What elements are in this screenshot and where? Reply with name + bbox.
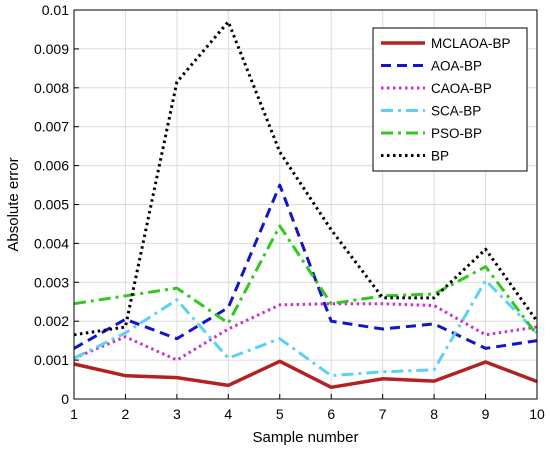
legend: MCLAOA-BP AOA-BP CAOA-BP SCA-BP PSO-BP BP [372,27,528,172]
series-lines [73,20,539,390]
x-tick-label: 9 [482,406,490,422]
x-tick-label: 7 [379,406,387,422]
y-tick-label: 0.007 [34,119,69,135]
y-tick-label: 0.004 [34,235,69,251]
y-tick-label: 0.002 [34,313,69,329]
axis-ticks: 1 2 3 4 5 6 7 8 9 10 0 0.001 0.002 0.003 0.004 0.005 0.0… [34,2,545,422]
x-tick-label: 5 [276,406,284,422]
series-line-mclaoa-bp [73,359,538,390]
x-tick-label: 1 [70,406,78,422]
x-tick-label: 6 [327,406,335,422]
x-tick-label: 10 [529,406,545,422]
y-tick-label: 0.003 [34,274,69,290]
legend-box [372,27,528,172]
y-tick-label: 0.008 [34,80,69,96]
legend-label: MCLAOA-BP [431,36,511,51]
y-tick-label: 0.001 [34,352,69,368]
y-tick-label: 0.009 [34,41,69,57]
series-line-aoa-bp [73,183,538,350]
legend-label: BP [431,149,449,164]
legend-label: SCA-BP [431,104,481,119]
legend-label: CAOA-BP [431,81,492,96]
y-tick-label: 0.01 [42,2,69,18]
y-tick-label: 0 [61,391,69,407]
legend-label: PSO-BP [431,126,482,141]
series-line-pso-bp [73,224,539,336]
x-tick-label: 3 [173,406,181,422]
x-tick-label: 4 [224,406,232,422]
y-axis-label: Absolute error [5,157,22,251]
y-tick-label: 0.006 [34,158,69,174]
series-line-sca-bp [73,278,539,378]
x-tick-label: 8 [430,406,438,422]
x-axis-label: Sample number [253,429,359,446]
y-tick-label: 0.005 [34,197,69,213]
series-line-bp [73,20,539,337]
x-tick-label: 2 [122,406,130,422]
legend-label: AOA-BP [431,59,482,74]
